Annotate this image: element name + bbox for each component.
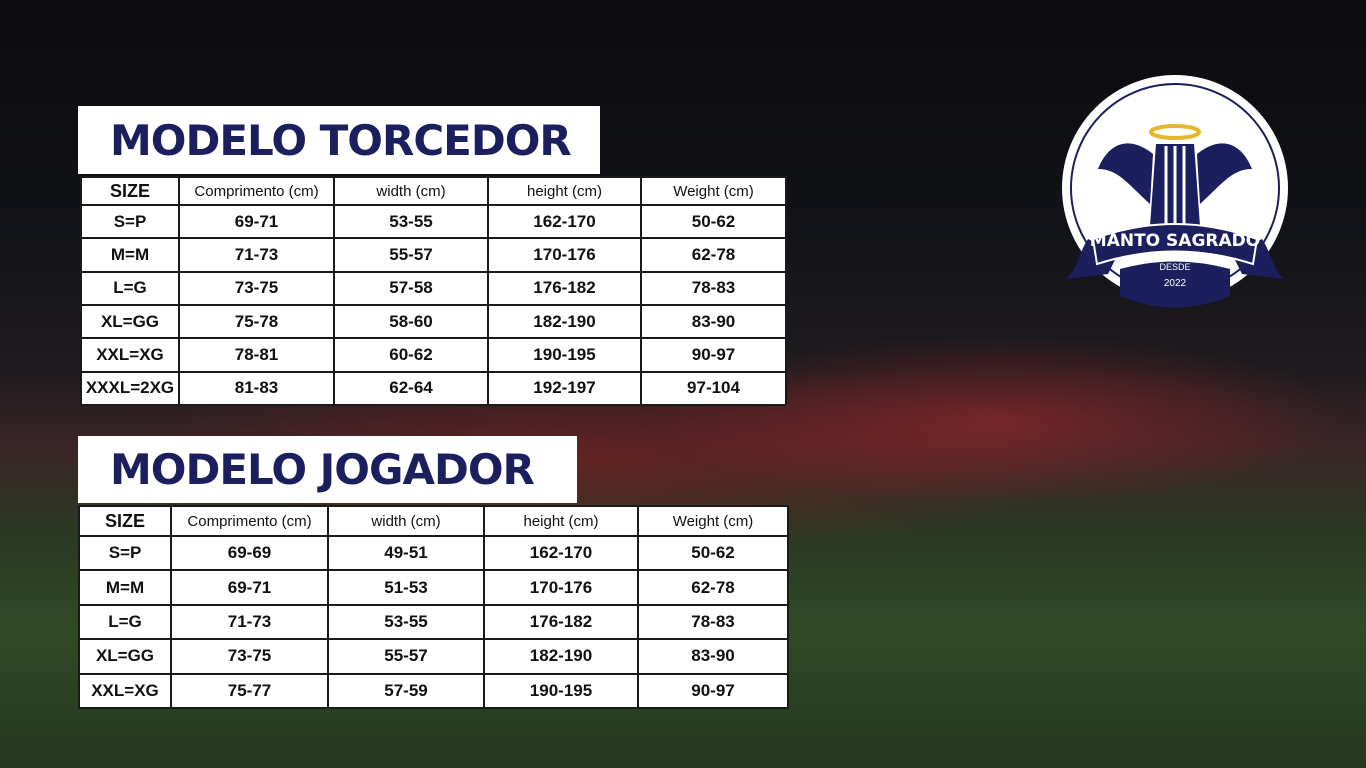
table-cell: 50-62	[640, 203, 787, 240]
table-cell: 57-59	[327, 672, 485, 710]
logo-year: 2022	[1164, 278, 1187, 289]
table-row: L=G 73-75 57-58 176-182 78-83	[80, 270, 787, 306]
table-cell: 190-195	[483, 672, 639, 710]
table-row: M=M 71-73 55-57 170-176 62-78	[80, 237, 787, 273]
table-cell: 62-78	[640, 237, 787, 273]
table-cell: 162-170	[487, 203, 642, 240]
header-cell: SIZE	[78, 505, 172, 537]
table-cell: 90-97	[637, 672, 789, 710]
table-cell: 90-97	[640, 337, 787, 373]
header-cell: width (cm)	[333, 176, 489, 206]
table-cell: 176-182	[483, 603, 639, 641]
table-cell: 69-71	[178, 203, 335, 240]
table-row: S=P 69-71 53-55 162-170 50-62	[80, 203, 787, 240]
table-row: XXXL=2XG 81-83 62-64 192-197 97-104	[80, 370, 787, 407]
table-cell: 83-90	[637, 638, 789, 675]
halo	[1149, 124, 1201, 140]
table-cell: XXL=XG	[78, 672, 172, 710]
table-cell: 50-62	[637, 534, 789, 572]
header-cell: Weight (cm)	[637, 505, 789, 537]
table-row: XXL=XG 78-81 60-62 190-195 90-97	[80, 337, 787, 373]
table-cell: XL=GG	[78, 638, 172, 675]
table-cell: 78-81	[178, 337, 335, 373]
header-cell: height (cm)	[487, 176, 642, 206]
table-cell: XXL=XG	[80, 337, 180, 373]
table-cell: 182-190	[483, 638, 639, 675]
header-cell: Weight (cm)	[640, 176, 787, 206]
table-cell: 51-53	[327, 569, 485, 606]
table-cell: 190-195	[487, 337, 642, 373]
table-row: M=M 69-71 51-53 170-176 62-78	[78, 569, 789, 606]
header-cell: Comprimento (cm)	[170, 505, 329, 537]
table-cell: 97-104	[640, 370, 787, 407]
table-cell: 62-78	[637, 569, 789, 606]
table-cell: 78-83	[637, 603, 789, 641]
logo: MANTO SAGRADO DESDE 2022	[1062, 75, 1288, 308]
table-cell: 83-90	[640, 303, 787, 340]
table-cell: 170-176	[483, 569, 639, 606]
table-cell: XXXL=2XG	[80, 370, 180, 407]
size-table: SIZE Comprimento (cm) width (cm) height (cm…	[78, 505, 789, 710]
table-cell: 58-60	[333, 303, 489, 340]
table-cell: 69-71	[170, 569, 329, 606]
table-cell: 170-176	[487, 237, 642, 273]
table-cell: 57-58	[333, 270, 489, 306]
header-cell: Comprimento (cm)	[178, 176, 335, 206]
table-cell: 81-83	[178, 370, 335, 407]
logo-base	[1120, 261, 1230, 308]
table-cell: 71-73	[170, 603, 329, 641]
table-cell: 75-78	[178, 303, 335, 340]
table-cell: L=G	[78, 603, 172, 641]
size-table: SIZE Comprimento (cm) width (cm) height (cm…	[80, 176, 787, 407]
shirt-stripes	[1164, 146, 1186, 224]
table-title: MODELO TORCEDOR	[78, 106, 600, 174]
table-title: MODELO JOGADOR	[78, 436, 577, 503]
table-cell: 53-55	[333, 203, 489, 240]
table-cell: S=P	[80, 203, 180, 240]
table-cell: M=M	[80, 237, 180, 273]
table-cell: 182-190	[487, 303, 642, 340]
table-cell: S=P	[78, 534, 172, 572]
table-row: S=P 69-69 49-51 162-170 50-62	[78, 534, 789, 572]
table-cell: XL=GG	[80, 303, 180, 340]
table-cell: 71-73	[178, 237, 335, 273]
table-cell: 75-77	[170, 672, 329, 710]
table-cell: 53-55	[327, 603, 485, 641]
table-cell: 162-170	[483, 534, 639, 572]
table-cell: 55-57	[327, 638, 485, 675]
table-cell: 60-62	[333, 337, 489, 373]
logo-name: MANTO SAGRADO	[1090, 231, 1260, 251]
table-cell: 49-51	[327, 534, 485, 572]
table-cell: M=M	[78, 569, 172, 606]
header-cell: width (cm)	[327, 505, 485, 537]
header-cell: height (cm)	[483, 505, 639, 537]
table-cell: 73-75	[178, 270, 335, 306]
table-cell: 73-75	[170, 638, 329, 675]
logo-since: DESDE	[1159, 262, 1190, 272]
table-cell: 62-64	[333, 370, 489, 407]
header-row: SIZE Comprimento (cm) width (cm) height (cm…	[78, 505, 789, 537]
header-row: SIZE Comprimento (cm) width (cm) height (cm…	[80, 176, 787, 206]
table-row: XL=GG 73-75 55-57 182-190 83-90	[78, 638, 789, 675]
wing	[1098, 143, 1153, 204]
table-cell: L=G	[80, 270, 180, 306]
header-cell: SIZE	[80, 176, 180, 206]
table-cell: 69-69	[170, 534, 329, 572]
wing	[1197, 143, 1252, 204]
table-row: XL=GG 75-78 58-60 182-190 83-90	[80, 303, 787, 340]
table-cell: 55-57	[333, 237, 489, 273]
table-cell: 192-197	[487, 370, 642, 407]
table-row: L=G 71-73 53-55 176-182 78-83	[78, 603, 789, 641]
ribbon	[1091, 223, 1259, 266]
table-row: XXL=XG 75-77 57-59 190-195 90-97	[78, 672, 789, 710]
table-cell: 78-83	[640, 270, 787, 306]
table-cell: 176-182	[487, 270, 642, 306]
